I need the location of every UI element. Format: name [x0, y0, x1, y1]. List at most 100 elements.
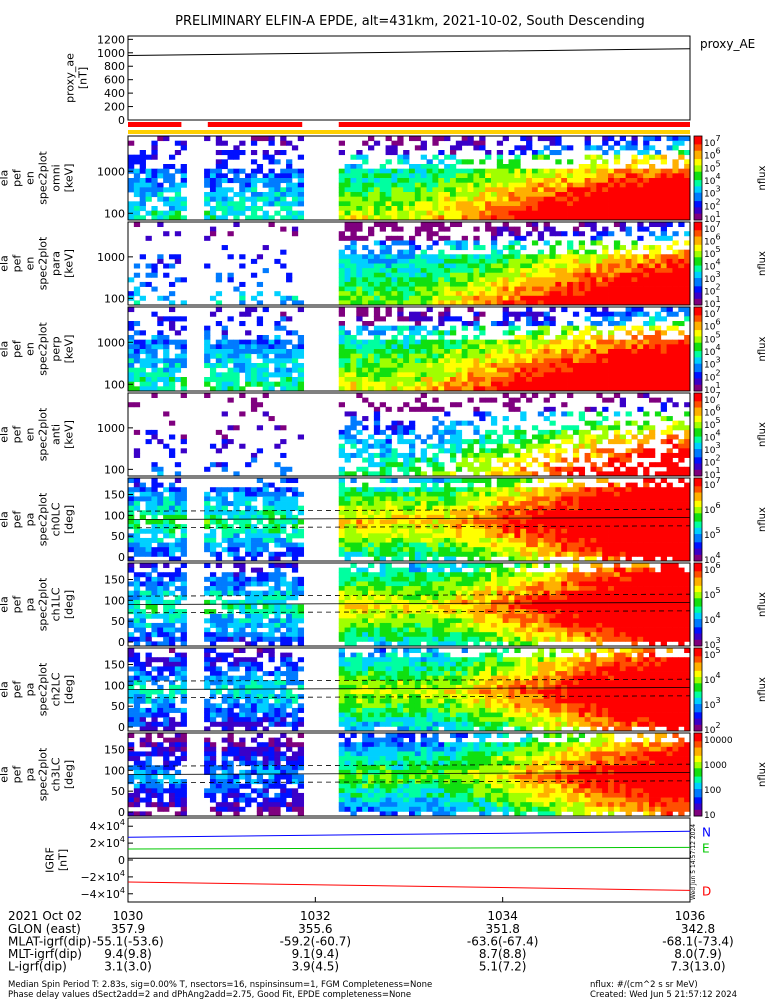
spectrogram-cell [438, 344, 445, 350]
spectrogram-cell [133, 429, 141, 435]
spectrogram-cell [280, 487, 287, 493]
spectrogram-cell [502, 307, 509, 313]
spectrogram-cell [227, 501, 234, 507]
spectrogram-cell [174, 501, 182, 507]
spectrogram-cell [368, 231, 375, 237]
spectrogram-cell [215, 192, 223, 198]
spectrogram-cell [221, 533, 228, 539]
spectrogram-cell [602, 448, 609, 454]
spectrogram-cell [168, 263, 176, 269]
spectrogram-cell [385, 286, 392, 292]
spectrogram-cell [344, 206, 351, 212]
spectrogram-cell [613, 286, 621, 292]
spectrogram-cell [128, 206, 135, 212]
spectrogram-cell [344, 367, 351, 373]
spectrogram-cell [572, 254, 580, 260]
spectrogram-cell [561, 439, 568, 445]
spectrogram-cell [426, 173, 433, 179]
spectrogram-cell [356, 547, 363, 553]
spectrogram-cell [461, 528, 468, 534]
spectrogram-cell [209, 386, 217, 392]
spectrogram-cell [543, 372, 550, 378]
spectrogram-cell [461, 281, 468, 287]
spectrogram-cell [268, 501, 275, 507]
spectrogram-cell [221, 140, 228, 146]
spectrogram-cell [297, 196, 305, 202]
spectrogram-cell [455, 168, 463, 174]
colorbar-cell [694, 407, 702, 411]
spectrogram-cell [274, 258, 281, 264]
spectrogram-cell [338, 448, 345, 454]
spectrogram-cell [549, 406, 556, 412]
spectrogram-cell [490, 344, 498, 350]
spectrogram-cell [385, 187, 392, 193]
spectrogram-cell [485, 434, 492, 440]
spectrogram-cell [444, 349, 451, 355]
spectrogram-cell [420, 281, 427, 287]
spectrogram-cell [625, 330, 632, 336]
spectrogram-cell [397, 514, 404, 520]
spectrogram-cell [438, 295, 445, 301]
colorbar-cell [694, 230, 702, 233]
spectrogram-cell [467, 397, 474, 403]
spectrogram-cell [461, 291, 468, 297]
spectrogram-cell [654, 325, 662, 331]
spectrogram-cell [338, 307, 345, 313]
spectrogram-cell [643, 386, 650, 392]
spectrogram-cell [444, 556, 451, 562]
spectrogram-cell [643, 182, 650, 188]
spectrogram-cell [654, 316, 662, 322]
spectrogram-cell [567, 434, 574, 440]
colorbar-cell [694, 357, 702, 360]
spectrogram-cell [250, 173, 258, 179]
spectrogram-cell [619, 291, 626, 297]
spectrogram-cell [245, 377, 252, 383]
spectrogram-cell [672, 363, 679, 369]
spectrogram-cell [613, 363, 621, 369]
spectrogram-cell [379, 514, 386, 520]
spectrogram-cell [613, 210, 621, 216]
spectrogram-cell [543, 448, 550, 454]
colorbar-tick-label: 102 [704, 454, 721, 469]
spectrogram-cell [549, 291, 556, 297]
spectrogram-cell [409, 457, 416, 463]
spectrogram-cell [233, 192, 240, 198]
spectrogram-cell [373, 406, 381, 412]
spectrogram-cell [350, 240, 357, 246]
spectrogram-cell [567, 215, 574, 221]
spectrogram-cell [467, 443, 474, 449]
spectrogram-cell [649, 187, 656, 193]
spectrogram-cell [128, 363, 135, 369]
spectrogram-cell [643, 311, 650, 317]
spectrogram-cell [420, 145, 427, 151]
spectrogram-cell [379, 429, 386, 435]
spectrogram-cell [578, 339, 586, 345]
spectrogram-cell [520, 344, 527, 350]
spectrogram-cell [350, 496, 357, 502]
spectrogram-cell [385, 457, 392, 463]
spectrogram-cell [420, 514, 427, 520]
spectrogram-cell [391, 514, 398, 520]
colorbar-frame [693, 306, 703, 392]
spectrogram-cell [379, 249, 386, 255]
spectrogram-cell [133, 386, 141, 392]
spectrogram-cell [373, 524, 381, 530]
spectrogram-cell [151, 381, 158, 387]
spectrogram-cell [578, 300, 586, 306]
spectrogram-cell [180, 164, 187, 170]
spectrogram-cell [291, 519, 299, 525]
spectrogram-cell [455, 547, 463, 553]
spectrogram-cell [678, 140, 685, 146]
spectrogram-cell [356, 258, 363, 264]
spectrogram-cell [262, 496, 269, 502]
spectrogram-cell [584, 222, 591, 228]
colorbar-cell [694, 294, 702, 298]
spectrogram-cell [444, 286, 451, 292]
spectrogram-cell [444, 240, 451, 246]
spectrogram-cell [338, 201, 345, 207]
spectrogram-cell [139, 201, 146, 207]
spectrogram-cell [145, 372, 152, 378]
spectrogram-cell [643, 452, 650, 458]
spectrogram-cell [613, 452, 621, 458]
spectrogram-cell [350, 501, 357, 507]
